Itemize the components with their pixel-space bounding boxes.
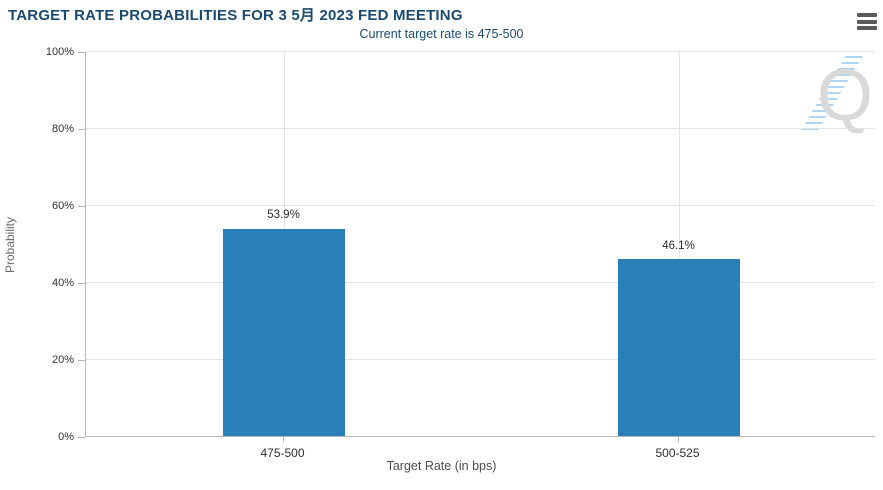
- x-tick-mark: [282, 437, 284, 442]
- plot-area: Q 53.9% 46.1%: [85, 51, 875, 437]
- hamburger-bar: [857, 26, 877, 30]
- hamburger-bar: [857, 19, 877, 24]
- y-tick-mark: [78, 437, 85, 438]
- y-tick-label: 40%: [51, 277, 74, 289]
- y-tick-mark: [78, 129, 85, 130]
- x-tick-label: 500-525: [655, 446, 700, 460]
- y-gridline: [86, 359, 875, 360]
- y-gridline: [86, 51, 875, 52]
- y-gridline: [86, 205, 875, 206]
- quandl-watermark-q-icon: Q: [816, 56, 873, 136]
- y-tick-mark: [78, 52, 85, 53]
- bar-value-label: 46.1%: [662, 239, 695, 252]
- y-tick-label: 100%: [45, 46, 74, 58]
- probability-bar[interactable]: [222, 228, 345, 436]
- x-axis-title: Target Rate (in bps): [386, 459, 497, 473]
- y-gridline: [86, 282, 875, 283]
- chart-title: TARGET RATE PROBABILITIES FOR 3 5月 2023 …: [8, 7, 463, 24]
- y-tick-label: 80%: [51, 123, 74, 135]
- x-gridline: [678, 52, 680, 436]
- y-tick-label: 0%: [58, 431, 74, 443]
- y-tick-mark: [78, 360, 85, 361]
- x-tick-label: 475-500: [260, 446, 305, 460]
- y-axis-title: Probability: [3, 216, 17, 274]
- y-tick-mark: [78, 283, 85, 284]
- chart-subtitle: Current target rate is 475-500: [359, 27, 524, 41]
- probability-bar[interactable]: [617, 258, 740, 436]
- y-tick-mark: [78, 206, 85, 207]
- bar-value-label: 53.9%: [267, 209, 300, 222]
- hamburger-menu-icon[interactable]: [857, 13, 877, 31]
- y-tick-label: 60%: [51, 200, 74, 212]
- y-tick-label: 20%: [51, 354, 74, 366]
- y-gridline: [86, 128, 875, 129]
- hamburger-bar: [857, 13, 877, 17]
- x-tick-mark: [677, 437, 679, 442]
